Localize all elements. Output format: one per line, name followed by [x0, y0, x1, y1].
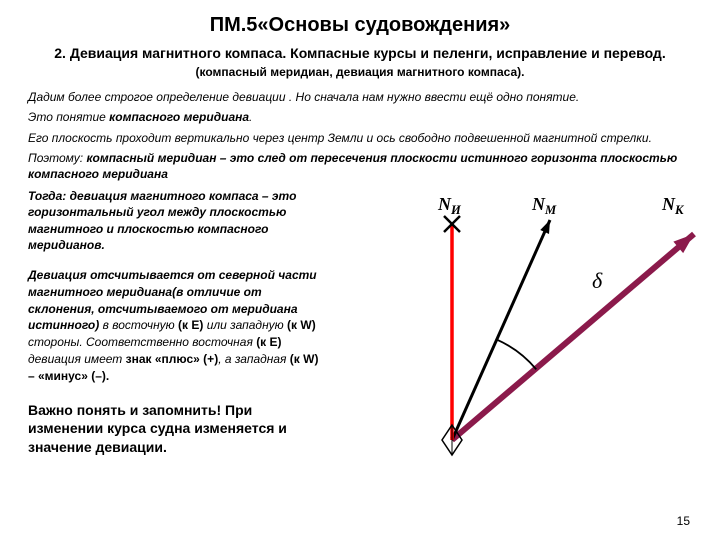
important-note: Важно понять и запомнить! При изменении … — [28, 401, 328, 458]
intro-line-1: Дадим более строгое определение девиации… — [28, 89, 692, 105]
svg-text:δ: δ — [592, 268, 603, 293]
definition-1: Тогда: девиация магнитного компаса – это… — [28, 188, 328, 253]
d2d: или западную — [203, 318, 287, 332]
intro-line-3: Его плоскость проходит вертикально через… — [28, 130, 692, 146]
svg-text:NИ: NИ — [437, 194, 462, 217]
page-number: 15 — [677, 514, 690, 528]
intro-line-2: Это понятие компасного меридиана. — [28, 109, 692, 125]
d2j: , а западная — [218, 352, 290, 366]
intro-l4a: Поэтому: — [28, 151, 86, 165]
d2c: (к Е) — [178, 318, 203, 332]
definition-2: Девиация отсчитывается от северной части… — [28, 267, 328, 385]
d2g: (к Е) — [256, 335, 281, 349]
d2f: стороны. Соответственно восточная — [28, 335, 256, 349]
intro-l4b: компасный меридиан – это след от пересеч… — [28, 151, 677, 181]
deviation-diagram: NИ NМ NК δ — [342, 188, 702, 468]
d2b: в восточную — [99, 318, 178, 332]
d2h: девиация имеет — [28, 352, 126, 366]
page-subtitle: 2. Девиация магнитного компаса. Компасны… — [28, 43, 692, 63]
intro-l2a: Это понятие — [28, 110, 109, 124]
svg-text:NК: NК — [661, 194, 685, 217]
intro-line-4: Поэтому: компасный меридиан – это след о… — [28, 150, 692, 182]
intro-l2c: . — [249, 110, 252, 124]
intro-l2b: компасного меридиана — [109, 110, 249, 124]
page-subsub: (компасный меридиан, девиация магнитного… — [28, 65, 692, 79]
d2i: знак «плюс» (+) — [126, 352, 219, 366]
svg-text:NМ: NМ — [531, 194, 557, 217]
d2e: (к W) — [287, 318, 316, 332]
page-title: ПМ.5«Основы судовождения» — [28, 14, 692, 37]
